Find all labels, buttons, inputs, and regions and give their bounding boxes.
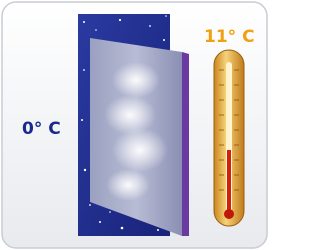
thermometer-bulb [224,209,234,219]
outside-temperature: 0° C [22,119,61,139]
frost [112,128,168,172]
mercury [227,150,231,212]
page: {"labels": {"outside_temperature": "0° C… [0,0,269,250]
frost [106,169,150,201]
inside-temperature: 11° C [204,27,255,47]
frost [112,62,160,98]
illustration: 0° C 11° C [0,0,269,250]
glass-edge [182,52,189,236]
